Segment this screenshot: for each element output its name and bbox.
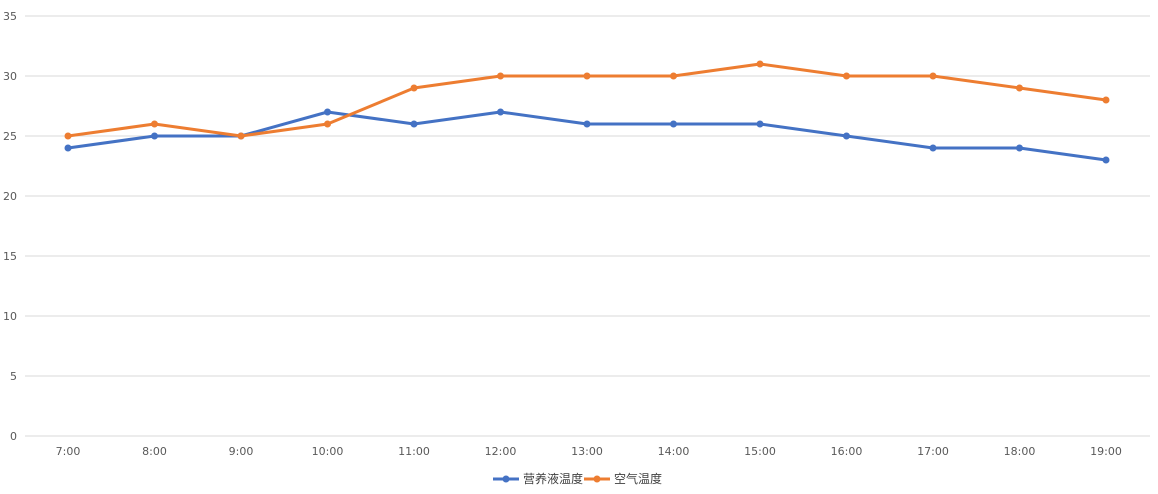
legend-label: 空气温度 <box>614 471 662 486</box>
data-point <box>64 144 72 152</box>
x-tick-label: 7:00 <box>56 445 81 458</box>
x-tick-label: 8:00 <box>142 445 167 458</box>
data-point <box>324 108 331 116</box>
data-point <box>410 84 418 92</box>
data-point <box>670 72 677 80</box>
y-tick-label: 5 <box>10 370 17 383</box>
data-point <box>756 120 764 128</box>
data-point <box>324 120 331 128</box>
data-point <box>583 120 591 128</box>
y-tick-label: 15 <box>3 250 17 263</box>
legend-item: 空气温度 <box>584 471 662 486</box>
y-tick-label: 10 <box>3 310 17 323</box>
legend-item: 营养液温度 <box>493 471 583 486</box>
data-point <box>151 120 158 128</box>
data-point <box>843 72 850 80</box>
y-tick-label: 25 <box>3 130 17 143</box>
y-axis-tick-labels: 0 5 10 15 20 25 30 35 <box>3 10 17 443</box>
x-tick-label: 14:00 <box>658 445 690 458</box>
data-point <box>583 72 591 80</box>
x-tick-label: 13:00 <box>571 445 603 458</box>
data-point <box>843 132 850 140</box>
data-point <box>237 132 245 140</box>
y-tick-label: 35 <box>3 10 17 23</box>
series-2 <box>64 60 1110 140</box>
y-tick-label: 20 <box>3 190 17 203</box>
legend-swatch-marker <box>502 475 510 483</box>
data-point <box>670 120 677 128</box>
x-tick-label: 12:00 <box>485 445 517 458</box>
gridlines <box>25 15 1150 377</box>
x-tick-label: 18:00 <box>1004 445 1036 458</box>
data-point <box>497 108 504 116</box>
x-tick-label: 9:00 <box>229 445 254 458</box>
series-lines <box>64 60 1110 164</box>
x-tick-label: 11:00 <box>398 445 430 458</box>
data-point <box>497 72 504 80</box>
legend-swatch-marker <box>593 475 601 483</box>
x-axis-tick-labels: 7:00 8:00 9:00 10:00 11:00 12:00 13:00 14:00 15:… <box>56 445 1122 458</box>
data-point <box>1102 156 1110 164</box>
y-tick-label: 0 <box>10 430 17 443</box>
data-point <box>1102 96 1110 104</box>
data-point <box>64 132 72 140</box>
x-tick-label: 10:00 <box>312 445 344 458</box>
data-point <box>929 144 937 152</box>
data-point <box>756 60 764 68</box>
x-tick-label: 16:00 <box>831 445 863 458</box>
legend-label: 营养液温度 <box>523 471 583 486</box>
data-point <box>929 72 937 80</box>
data-point <box>1016 84 1023 92</box>
x-tick-label: 15:00 <box>744 445 776 458</box>
y-tick-label: 30 <box>3 70 17 83</box>
legend: 营养液温度 空气温度 <box>493 471 662 486</box>
data-point <box>151 132 158 140</box>
x-tick-label: 19:00 <box>1090 445 1122 458</box>
data-point <box>1016 144 1023 152</box>
x-tick-label: 17:00 <box>917 445 949 458</box>
data-point <box>410 120 418 128</box>
